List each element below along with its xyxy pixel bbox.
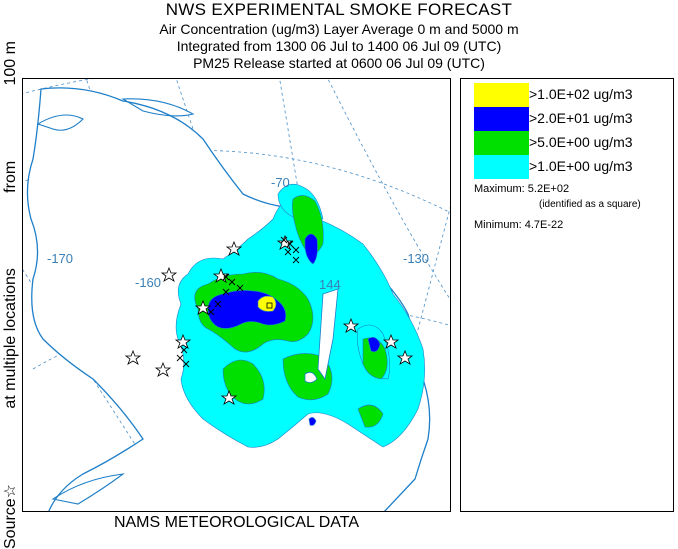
legend-swatch-cyan — [474, 155, 529, 179]
source-side-label: Source☆ at multiple locations from 100 m — [1, 41, 21, 549]
lon-label-130: -130 — [403, 251, 429, 266]
legend-row-4: >1.0E+00 ug/m3 — [474, 155, 674, 179]
legend-label-4: >1.0E+00 ug/m3 — [529, 158, 633, 174]
legend-label-2: >2.0E+01 ug/m3 — [529, 110, 633, 126]
legend-label-3: >5.0E+00 ug/m3 — [529, 134, 633, 150]
legend-swatch-green — [474, 131, 529, 155]
footer-data-source: NAMS METEOROLOGICAL DATA — [22, 514, 451, 532]
legend-label-1: >1.0E+02 ug/m3 — [529, 86, 633, 102]
overlay-label-144: 144 — [319, 277, 341, 292]
maximum-label: Maximum: 5.2E+02 — [474, 183, 569, 195]
smoke-map: -170 -160 -70 -130 144 — [23, 79, 451, 512]
legend-row-1: >1.0E+02 ug/m3 — [474, 83, 674, 107]
lon-label-170: -170 — [47, 251, 73, 266]
release-start: PM25 Release started at 0600 06 Jul 09 (… — [0, 55, 678, 71]
maximum-note: (identified as a square) — [539, 199, 641, 210]
lon-label-160: -160 — [135, 275, 161, 290]
map-panel: -170 -160 -70 -130 144 — [22, 78, 451, 512]
legend-row-3: >5.0E+00 ug/m3 — [474, 131, 674, 155]
minimum-label: Minimum: 4.7E-22 — [474, 219, 563, 231]
source-label: Source☆ — [1, 484, 21, 549]
legend-swatch-yellow — [474, 83, 529, 107]
height-label: 100 m — [1, 41, 21, 85]
legend-row-2: >2.0E+01 ug/m3 — [474, 107, 674, 131]
from-label: from — [1, 161, 21, 193]
concentration-subtitle: Air Concentration (ug/m3) Layer Average … — [0, 21, 678, 37]
integration-period: Integrated from 1300 06 Jul to 1400 06 J… — [0, 38, 678, 54]
maximum-square — [267, 303, 272, 308]
smoke-level-4 — [258, 296, 276, 311]
lon-label-70: -70 — [271, 175, 290, 190]
legend-panel: >1.0E+02 ug/m3 >2.0E+01 ug/m3 >5.0E+00 u… — [460, 78, 674, 512]
multiple-locations-label: at multiple locations — [1, 268, 21, 409]
legend-swatch-blue — [474, 107, 529, 131]
forecast-title: NWS EXPERIMENTAL SMOKE FORECAST — [0, 0, 678, 20]
